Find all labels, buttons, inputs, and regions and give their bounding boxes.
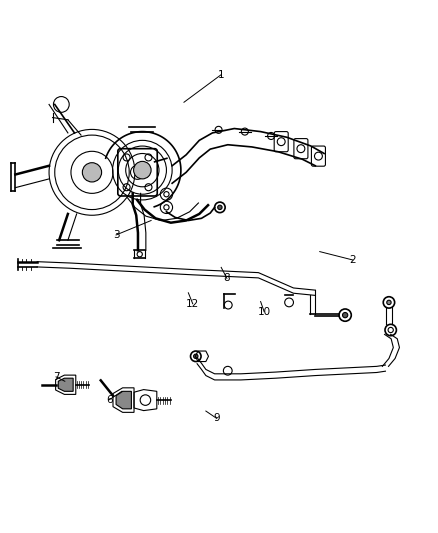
Polygon shape: [116, 391, 131, 409]
Text: 8: 8: [223, 273, 230, 284]
Text: 9: 9: [213, 414, 220, 424]
Circle shape: [218, 205, 222, 209]
Circle shape: [343, 312, 348, 318]
Circle shape: [82, 163, 102, 182]
Circle shape: [134, 161, 151, 179]
Text: 6: 6: [106, 394, 113, 405]
Polygon shape: [58, 378, 73, 391]
Text: 1: 1: [218, 70, 225, 79]
Text: 7: 7: [53, 372, 60, 382]
Text: 10: 10: [258, 306, 271, 317]
Text: 3: 3: [113, 230, 120, 240]
Text: 12: 12: [186, 298, 199, 309]
Circle shape: [387, 300, 391, 304]
Circle shape: [194, 354, 198, 359]
Text: 2: 2: [349, 255, 356, 265]
